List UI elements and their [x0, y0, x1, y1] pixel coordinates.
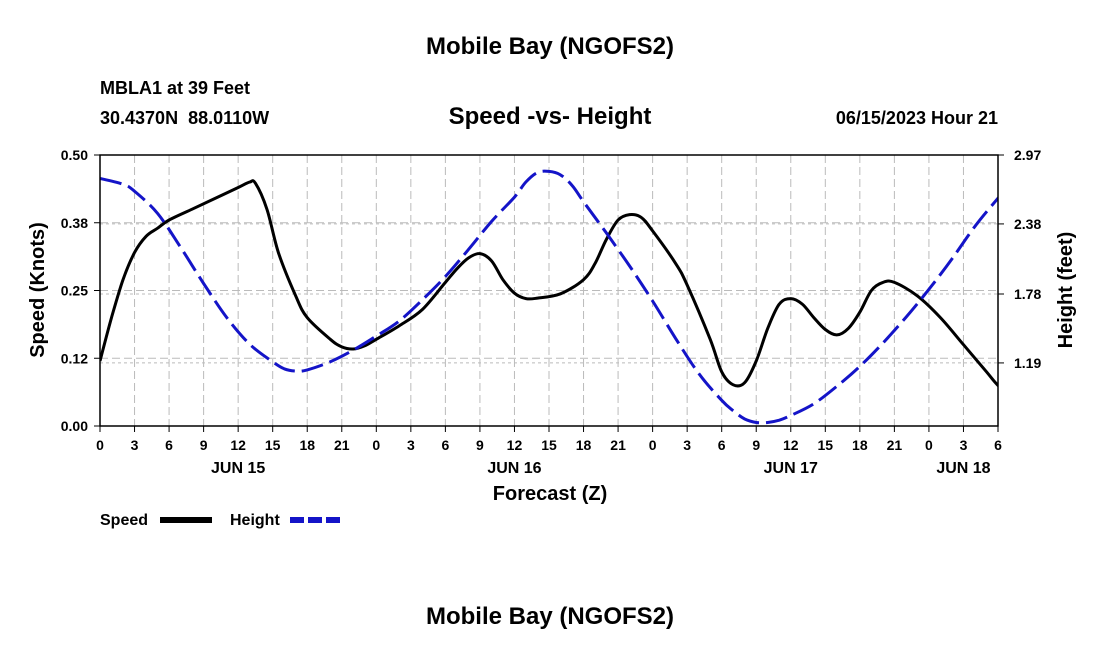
y-left-tick-label: 0.25 [61, 283, 88, 299]
x-tick-label: 21 [334, 437, 350, 453]
y-axis-right-title: Height (feet) [1055, 232, 1077, 349]
legend: Speed Height [100, 512, 342, 529]
x-tick-label: 15 [818, 437, 834, 453]
x-tick-label: 15 [541, 437, 557, 453]
legend-height-label: Height [230, 512, 280, 529]
x-tick-label: 9 [752, 437, 760, 453]
x-tick-label: 0 [372, 437, 380, 453]
y-left-tick-label: 0.00 [61, 418, 88, 434]
x-tick-label: 9 [476, 437, 484, 453]
y-right-tick-label: 1.78 [1014, 286, 1041, 302]
x-tick-label: 21 [887, 437, 903, 453]
x-tick-label: 12 [783, 437, 799, 453]
y-right-tick-label: 2.38 [1014, 216, 1041, 232]
x-tick-label: 18 [299, 437, 315, 453]
x-tick-label: 6 [994, 437, 1002, 453]
x-tick-label: 6 [441, 437, 449, 453]
x-date-label: JUN 16 [487, 460, 541, 477]
y-left-tick-label: 0.12 [61, 350, 88, 366]
x-tick-label: 6 [165, 437, 173, 453]
data-series [100, 169, 998, 425]
x-tick-label: 0 [96, 437, 104, 453]
y-right-tick-label: 2.97 [1014, 147, 1041, 163]
chart-title: Speed -vs- Height [449, 103, 652, 130]
footer-title: Mobile Bay (NGOFS2) [426, 603, 674, 630]
x-date-label: JUN 15 [211, 460, 265, 477]
station-coordinates: 30.4370N 88.0110W [100, 108, 269, 128]
x-tick-label: 21 [610, 437, 626, 453]
station-label: MBLA1 at 39 Feet [100, 78, 250, 98]
y-axis-left-title: Speed (Knots) [27, 222, 49, 358]
x-tick-label: 3 [407, 437, 415, 453]
x-tick-label: 3 [960, 437, 968, 453]
x-tick-label: 18 [852, 437, 868, 453]
axis-ticks: 0 3 6 9 12 15 18 21 0 3 6 9 12 15 18 21 0 3 6 9 12 15 18 21 0 3 6J… [61, 147, 1042, 477]
page-title: Mobile Bay (NGOFS2) [426, 33, 674, 60]
y-right-tick-label: 1.19 [1014, 355, 1041, 371]
x-tick-label: 3 [683, 437, 691, 453]
x-date-label: JUN 18 [936, 460, 990, 477]
y-left-tick-label: 0.50 [61, 147, 88, 163]
forecast-timestamp: 06/15/2023 Hour 21 [836, 108, 998, 128]
series-line-speed [100, 179, 998, 388]
plot-frame [99, 154, 999, 427]
x-tick-label: 0 [649, 437, 657, 453]
legend-speed-label: Speed [100, 512, 148, 529]
x-tick-label: 12 [507, 437, 523, 453]
grid-lines [100, 155, 998, 426]
x-tick-label: 12 [230, 437, 246, 453]
y-left-tick-label: 0.38 [61, 215, 88, 231]
x-tick-label: 6 [718, 437, 726, 453]
x-tick-label: 3 [131, 437, 139, 453]
x-tick-label: 18 [576, 437, 592, 453]
x-tick-label: 15 [265, 437, 281, 453]
x-tick-label: 0 [925, 437, 933, 453]
x-tick-label: 9 [200, 437, 208, 453]
x-axis-title: Forecast (Z) [493, 483, 607, 505]
series-line-height [100, 169, 998, 425]
x-date-label: JUN 17 [764, 460, 818, 477]
